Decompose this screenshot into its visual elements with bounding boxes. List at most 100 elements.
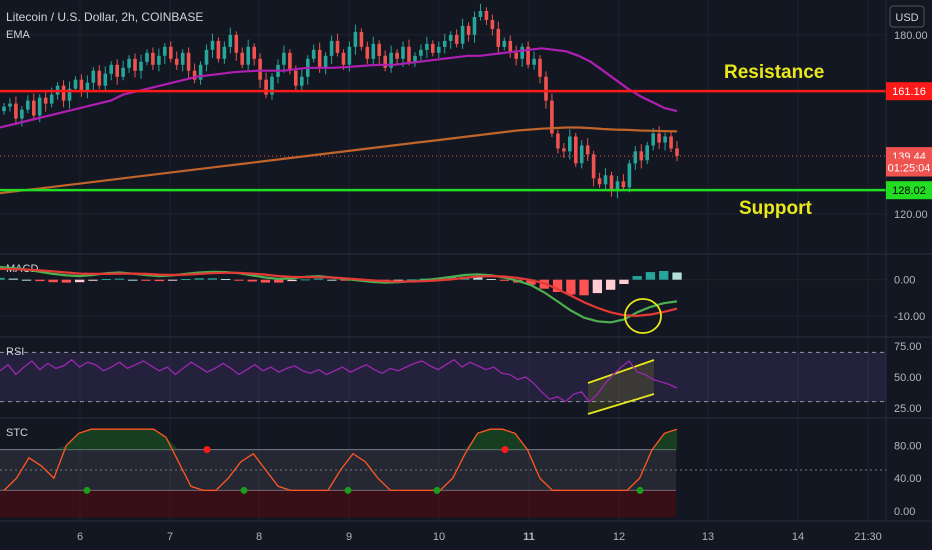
stc-signal-dot: [83, 486, 91, 494]
candle-body: [377, 43, 381, 56]
candle-body: [603, 175, 608, 185]
price-panel[interactable]: Resistance Support: [0, 3, 886, 219]
candle-body: [204, 49, 209, 65]
candle-body: [442, 40, 447, 47]
macd-histogram-bar: [499, 279, 510, 281]
macd-histogram-bar: [0, 277, 5, 280]
currency-button[interactable]: [889, 5, 925, 28]
time-tick-label: 6: [77, 531, 83, 543]
macd-histogram-bar: [274, 279, 284, 283]
candle-body: [657, 133, 661, 143]
candle-body: [621, 181, 626, 188]
stc-tick-label: 40.00: [894, 473, 922, 485]
price-tag-box: [886, 82, 932, 101]
candle-body: [139, 61, 143, 71]
candle-body: [20, 109, 24, 119]
rsi-panel[interactable]: RSI: [0, 346, 886, 415]
support-label: Support: [739, 198, 812, 219]
indicator-label-ema: EMA: [6, 29, 31, 41]
candle-body: [627, 163, 632, 188]
candle-body: [502, 40, 507, 47]
candle-body: [216, 40, 221, 59]
resistance-label: Resistance: [724, 62, 824, 83]
candle-body: [329, 40, 334, 56]
rsi-band-fill: [0, 352, 886, 402]
macd-histogram-bar: [61, 279, 71, 283]
candle-body: [103, 73, 108, 86]
time-axis[interactable]: 6 7 8 9 10 11 12 13 14 21:30: [77, 531, 882, 543]
candle-body: [556, 133, 560, 149]
candle-body: [675, 148, 679, 156]
macd-histogram-bar: [234, 279, 244, 281]
stc-signal-dot: [433, 486, 441, 494]
candle-body: [91, 70, 96, 83]
time-tick-label: 14: [792, 531, 804, 543]
rsi-tick-label: 75.00: [894, 341, 922, 353]
macd-histogram-bar: [35, 279, 45, 282]
stc-lower-zone: [0, 490, 676, 518]
macd-histogram-bar: [552, 279, 563, 292]
macd-histogram-bar: [526, 279, 536, 285]
macd-histogram-bar: [167, 279, 178, 281]
rsi-line: [0, 358, 678, 403]
time-tick-label: 11: [523, 531, 535, 543]
candle-body: [335, 40, 340, 53]
candle-body: [401, 46, 405, 59]
candle-body: [234, 34, 239, 53]
candle-body: [151, 52, 155, 65]
macd-histogram-bar: [313, 278, 324, 280]
candle-body: [258, 58, 262, 80]
rsi-channel-lower: [587, 393, 655, 415]
macd-histogram-bar: [659, 271, 669, 280]
macd-signal-line: [0, 267, 678, 318]
macd-histogram-bar: [592, 279, 602, 294]
macd-histogram-bar: [327, 279, 337, 281]
candle-body: [615, 181, 620, 191]
candle-body: [67, 88, 72, 101]
crossover-circle: [624, 298, 662, 334]
price-tag-box: [886, 158, 932, 177]
macd-panel[interactable]: MACD: [0, 263, 682, 334]
candle-body: [568, 136, 572, 152]
price-tag-label: 128.02: [892, 185, 926, 197]
candle-body: [127, 58, 131, 68]
candle-body: [562, 148, 566, 152]
macd-histogram-bar: [300, 279, 310, 281]
time-tick-label: 10: [433, 531, 445, 543]
time-tick-label: 21:30: [854, 531, 882, 543]
candle-body: [550, 100, 554, 134]
candle-body: [109, 64, 113, 74]
macd-histogram-bar: [606, 279, 616, 290]
price-axis[interactable]: 180.00 120.00 0.00 -10.00 75.00 50.00 25.00 80.…: [894, 30, 928, 518]
candle-body: [663, 136, 667, 143]
candles: [2, 3, 679, 199]
time-tick-label: 8: [256, 531, 262, 543]
macd-histogram-bar: [21, 279, 32, 281]
candle-body: [514, 52, 518, 59]
macd-histogram-bar: [632, 276, 642, 280]
macd-histogram-bar: [247, 279, 257, 282]
candle-body: [222, 46, 227, 59]
stc-signal-dot: [501, 446, 509, 454]
macd-histogram-bar: [393, 279, 403, 281]
stc-tick-label: 80.00: [894, 441, 922, 453]
macd-histogram-bar: [114, 278, 125, 280]
candle-body: [43, 97, 48, 104]
candle-body: [448, 34, 453, 41]
macd-tick-label: 0.00: [894, 275, 915, 287]
candle-body: [240, 52, 244, 65]
candle-body: [252, 46, 256, 59]
candle-body: [186, 52, 191, 71]
rsi-tick-label: 50.00: [894, 372, 922, 384]
candle-body: [353, 31, 358, 47]
candle-body: [300, 76, 304, 86]
candle-body: [645, 145, 649, 161]
macd-histogram-bar: [486, 279, 496, 280]
candle-body: [407, 46, 411, 62]
rsi-channel-fill: [588, 360, 654, 414]
macd-tick-label: -10.00: [894, 311, 925, 323]
stc-fills: [0, 429, 677, 518]
stc-panel[interactable]: STC: [0, 427, 886, 518]
